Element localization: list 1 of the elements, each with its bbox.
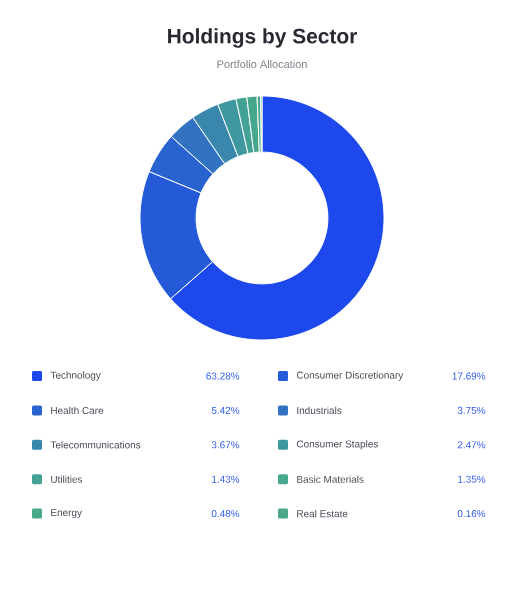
chart-title: Holdings by Sector (168, 28, 357, 48)
